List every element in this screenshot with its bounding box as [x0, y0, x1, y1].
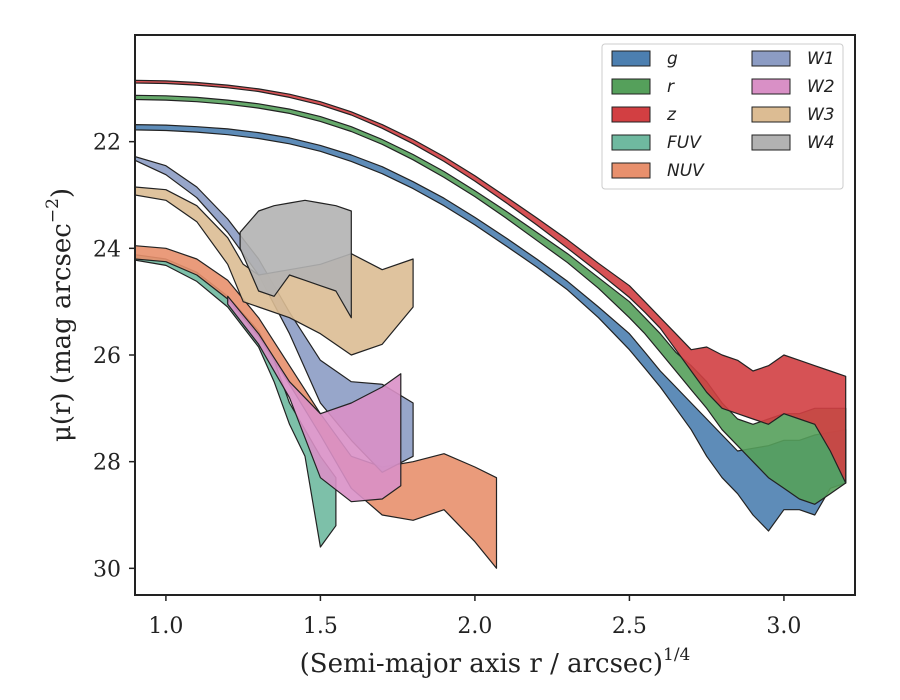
y-axis-label: μ(r) (mag arcsec−2) — [43, 188, 77, 442]
x-axis-label-main: (Semi-major axis r / arcsec) — [300, 649, 663, 679]
legend-swatch-w1 — [751, 50, 791, 67]
x-tick-label: 1.0 — [148, 614, 183, 639]
legend-swatch-r — [611, 78, 651, 95]
x-tick-label: 2.5 — [612, 614, 647, 639]
legend-label-z: z — [666, 105, 677, 125]
x-axis-label-sup: 1/4 — [663, 645, 690, 665]
legend-label-r: r — [667, 77, 675, 97]
legend-label-w3: W3 — [807, 105, 835, 125]
y-axis-label-end: ) — [47, 188, 77, 198]
x-axis-label: (Semi-major axis r / arcsec)1/4 — [300, 645, 691, 679]
plot-frame — [134, 34, 856, 596]
legend-label-fuv: FUV — [667, 133, 702, 153]
series-band-w4 — [239, 199, 352, 319]
y-tick-label: 30 — [93, 557, 121, 582]
x-tick-label: 1.5 — [303, 614, 338, 639]
y-tick-label: 22 — [93, 131, 121, 156]
legend-swatch-w2 — [751, 78, 791, 95]
legend-swatch-nuv — [611, 162, 651, 179]
y-tick-label: 26 — [93, 344, 121, 369]
legend-label-g: g — [667, 49, 678, 69]
legend-swatch-w3 — [751, 106, 791, 123]
y-axis-label-sup: −2 — [43, 198, 63, 223]
legend-label-w4: W4 — [807, 133, 835, 153]
legend-label-nuv: NUV — [667, 161, 705, 181]
series-band-w3 — [135, 186, 414, 356]
legend: grz FUV NUV W1 W2 W3 W4 — [601, 43, 844, 190]
x-tick-label: 2.0 — [457, 614, 492, 639]
legend-swatch-g — [611, 50, 651, 67]
series-band-w1 — [135, 156, 414, 473]
x-tick-label: 3.0 — [766, 614, 801, 639]
legend-swatch-w4 — [751, 134, 791, 151]
y-tick-label: 24 — [93, 237, 121, 262]
series-band-w2 — [227, 295, 402, 503]
series-band-z — [135, 79, 847, 484]
legend-label-w2: W2 — [807, 77, 835, 97]
y-axis: 22 24 26 28 30 — [93, 131, 135, 582]
x-axis: 1.0 1.5 2.0 2.5 3.0 — [148, 595, 801, 639]
y-tick-label: 28 — [93, 451, 121, 476]
y-axis-label-main: μ(r) (mag arcsec — [47, 223, 77, 442]
legend-swatch-fuv — [611, 134, 651, 151]
legend-label-w1: W1 — [807, 49, 835, 69]
plot-area — [135, 79, 847, 569]
legend-swatch-z — [611, 106, 651, 123]
